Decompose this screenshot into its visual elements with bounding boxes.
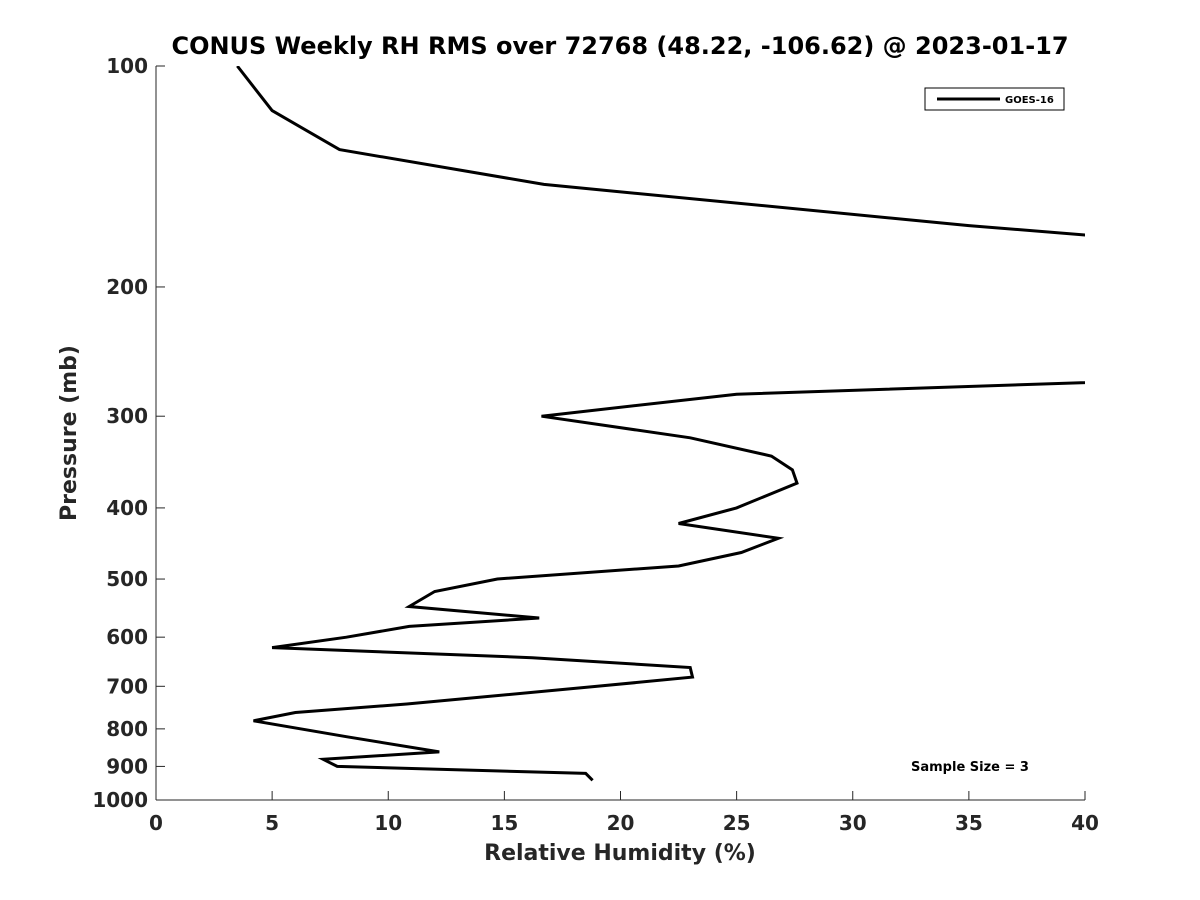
- x-tick-label: 5: [265, 811, 279, 835]
- x-tick-label: 10: [374, 811, 402, 835]
- x-tick-label: 0: [149, 811, 163, 835]
- sample-size-annotation: Sample Size = 3: [911, 760, 1029, 775]
- plot-area: [156, 66, 1085, 800]
- x-axis-label: Relative Humidity (%): [484, 841, 756, 866]
- y-tick-label: 900: [106, 754, 148, 778]
- x-tick-label: 30: [839, 811, 867, 835]
- y-tick-label: 500: [106, 567, 148, 591]
- x-tick-label: 25: [723, 811, 751, 835]
- x-tick-label: 35: [955, 811, 983, 835]
- x-axis-ticks: 0 5 10 15 20 25 30 35 40: [149, 791, 1099, 835]
- x-tick-label: 40: [1071, 811, 1099, 835]
- y-tick-label: 400: [106, 496, 148, 520]
- y-tick-label: 300: [106, 404, 148, 428]
- legend-label-goes-16: GOES-16: [1005, 95, 1054, 106]
- chart-title: CONUS Weekly RH RMS over 72768 (48.22, -…: [171, 32, 1068, 60]
- y-axis-label: Pressure (mb): [57, 345, 82, 521]
- x-tick-label: 15: [490, 811, 518, 835]
- series-line-goes-16: [236, 66, 1085, 782]
- y-tick-label: 100: [106, 54, 148, 78]
- y-axis-ticks: 100 200 300 400 500 600 700 800 900 1000: [92, 54, 165, 812]
- y-tick-label: 800: [106, 717, 148, 741]
- legend: GOES-16: [924, 87, 1065, 111]
- x-tick-label: 20: [607, 811, 635, 835]
- y-tick-label: 200: [106, 275, 148, 299]
- y-tick-label: 600: [106, 625, 148, 649]
- y-tick-label: 1000: [92, 788, 148, 812]
- y-tick-label: 700: [106, 674, 148, 698]
